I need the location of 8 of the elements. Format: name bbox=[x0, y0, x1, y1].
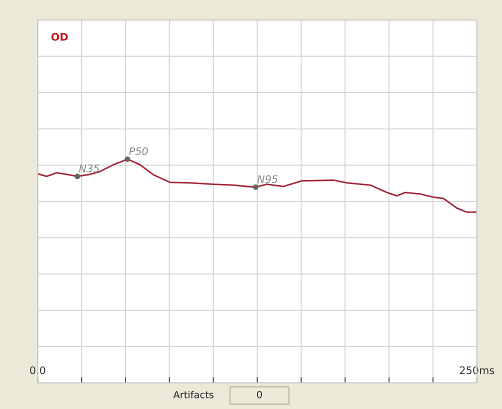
x-tick-label: 250ms bbox=[460, 366, 494, 374]
text: 0 bbox=[257, 390, 262, 398]
chart-title: OD bbox=[51, 32, 68, 41]
annotation: N35 bbox=[79, 164, 100, 172]
text: Artifacts bbox=[173, 390, 214, 398]
x-tick-label: 0.0 bbox=[30, 366, 46, 374]
annotation: N95 bbox=[257, 175, 278, 184]
annotation: P50 bbox=[129, 147, 148, 156]
